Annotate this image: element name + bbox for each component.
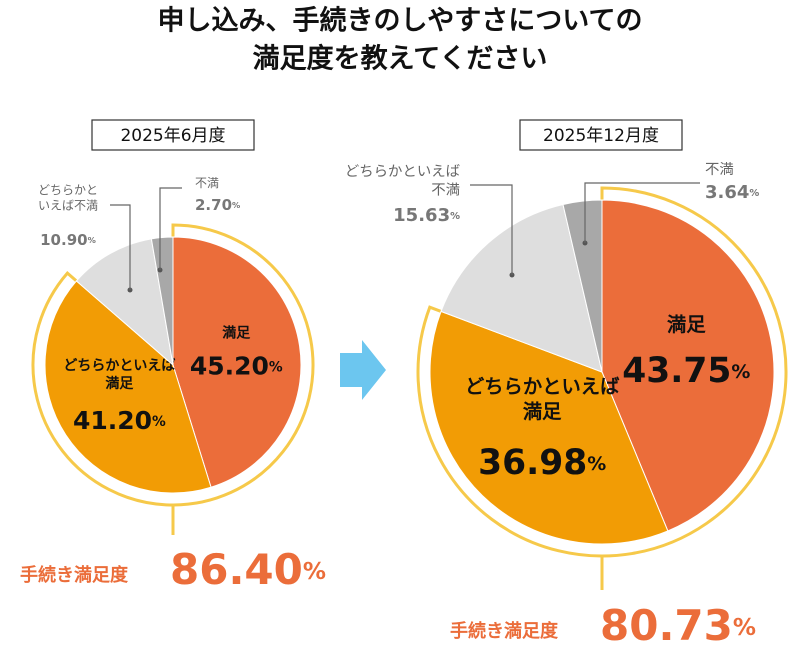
leader-line: [110, 204, 131, 290]
period-label: 2025年6月度: [120, 126, 225, 146]
summary-outline: [31, 223, 315, 507]
period-label: 2025年12月度: [543, 126, 659, 146]
pie-slice: [440, 203, 603, 373]
summary-label: 手続き満足度: [20, 564, 129, 586]
pie-slice: [150, 236, 174, 366]
slice-category: どちらかといえば満足: [465, 374, 620, 422]
summary-value: 86.40%: [170, 545, 326, 594]
slice-value: 45.20%: [190, 351, 283, 380]
slice-category: 満足: [222, 324, 251, 341]
slice-category: 不満: [195, 176, 219, 190]
title-line: 申し込み、手続きのしやすさについての: [158, 6, 643, 37]
slice-value: 3.64%: [705, 182, 759, 203]
leader-line: [159, 187, 182, 270]
slice-category: どちらかといえば不満: [345, 163, 460, 199]
slice-category: どちらかといえば満足: [63, 358, 175, 392]
leader-line: [470, 184, 513, 275]
slice-category: どちらかといえば不満: [38, 183, 98, 213]
slice-value: 36.98%: [478, 443, 606, 483]
arrow: [340, 340, 386, 400]
pie-slice: [601, 199, 775, 532]
slice-category: 不満: [705, 161, 734, 178]
slice-value: 2.70%: [195, 196, 240, 214]
slice-value: 10.90%: [40, 231, 96, 249]
pie-slice: [429, 310, 669, 545]
pie-slice: [75, 238, 174, 367]
period-box: [519, 119, 683, 151]
pie-slice: [44, 280, 212, 494]
title-line: 満足度を教えてください: [253, 43, 548, 75]
pie-slice: [172, 236, 302, 488]
period-box: [91, 119, 255, 151]
slice-value: 41.20%: [73, 406, 166, 435]
slice-category: 満足: [667, 312, 706, 335]
slice-value: 43.75%: [622, 350, 750, 390]
summary-outline: [416, 186, 788, 558]
slice-value: 15.63%: [393, 205, 460, 226]
leader-line: [584, 182, 700, 243]
summary-label: 手続き満足度: [450, 620, 559, 642]
summary-value: 80.73%: [600, 601, 756, 650]
pie-slice: [562, 199, 603, 373]
